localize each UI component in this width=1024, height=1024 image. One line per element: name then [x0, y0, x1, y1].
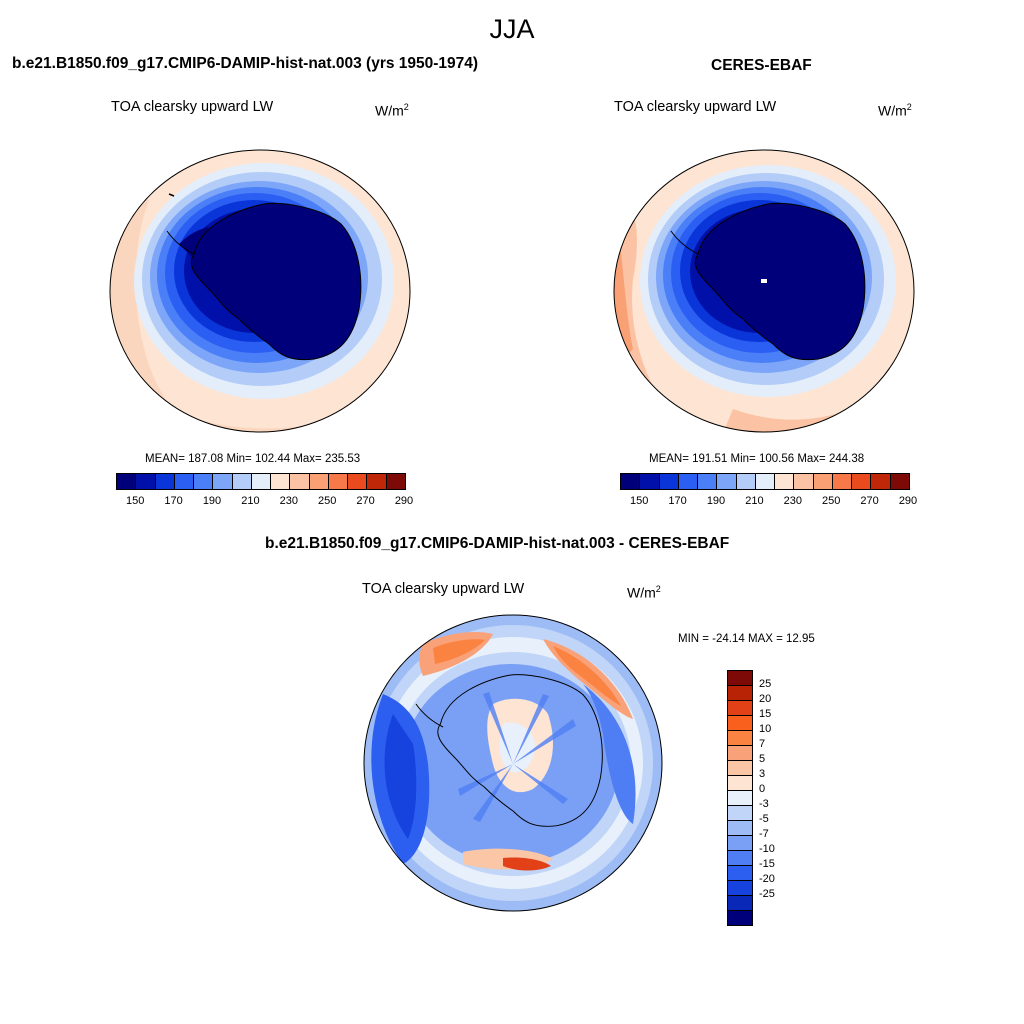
- colorbar-swatch: [728, 836, 752, 851]
- obs-stats: MEAN= 191.51 Min= 100.56 Max= 244.38: [649, 453, 865, 465]
- colorbar-tick-label: -3: [759, 798, 769, 810]
- colorbar-swatch: [717, 474, 737, 489]
- colorbar-swatch: [736, 474, 756, 489]
- colorbar-tick-label: -25: [759, 888, 775, 900]
- colorbar-swatch: [728, 731, 752, 746]
- colorbar-tick-label: 250: [318, 495, 337, 507]
- colorbar-swatch: [155, 474, 175, 489]
- colorbar-swatch: [728, 821, 752, 836]
- colorbar-tick-label: 290: [394, 495, 414, 507]
- colorbar-tick-label: 3: [759, 768, 766, 780]
- colorbar-swatch: [728, 701, 752, 716]
- colorbar-swatch: [728, 911, 752, 925]
- colorbar-tick-label: 210: [241, 495, 260, 507]
- colorbar-swatch: [309, 474, 329, 489]
- obs-polar-map: [613, 149, 915, 433]
- colorbar-tick-label: -7: [759, 828, 769, 840]
- model-case-title: b.e21.B1850.f09_g17.CMIP6-DAMIP-hist-nat…: [12, 55, 479, 72]
- colorbar-tick-label: 290: [898, 495, 918, 507]
- colorbar-swatch: [251, 474, 272, 489]
- colorbar-swatch: [832, 474, 853, 489]
- colorbar-tick-label: 150: [630, 495, 649, 507]
- colorbar-swatch: [728, 851, 752, 866]
- colorbar-swatch: [890, 474, 909, 489]
- colorbar-swatch: [813, 474, 833, 489]
- obs-colorbar: [620, 473, 910, 490]
- diff-variable-label: TOA clearsky upward LW: [362, 581, 525, 597]
- colorbar-tick-label: 170: [668, 495, 687, 507]
- colorbar-tick-label: 0: [759, 783, 766, 795]
- colorbar-swatch: [852, 474, 872, 489]
- diff-units: W/m2: [627, 584, 661, 601]
- colorbar-swatch: [367, 474, 387, 489]
- colorbar-swatch: [386, 474, 405, 489]
- diff-polar-map: [363, 614, 663, 912]
- colorbar-tick-label: 190: [706, 495, 726, 507]
- colorbar-swatch: [728, 686, 752, 701]
- colorbar-tick-label: 15: [759, 708, 772, 720]
- colorbar-tick-label: 20: [759, 693, 772, 705]
- colorbar-swatch: [290, 474, 310, 489]
- colorbar-swatch: [194, 474, 214, 489]
- colorbar-swatch: [678, 474, 699, 489]
- colorbar-tick-label: 190: [202, 495, 222, 507]
- diff-colorbar: [727, 670, 753, 926]
- colorbar-tick-label: 270: [356, 495, 375, 507]
- colorbar-swatch: [728, 716, 752, 731]
- colorbar-swatch: [271, 474, 291, 489]
- colorbar-swatch: [728, 746, 752, 761]
- diff-stats: MIN = -24.14 MAX = 12.95: [678, 633, 815, 645]
- colorbar-swatch: [640, 474, 660, 489]
- colorbar-swatch: [621, 474, 641, 489]
- obs-units: W/m2: [878, 102, 912, 119]
- colorbar-tick-label: 170: [164, 495, 183, 507]
- colorbar-swatch: [117, 474, 137, 489]
- colorbar-tick-label: -20: [759, 873, 775, 885]
- colorbar-swatch: [232, 474, 252, 489]
- colorbar-swatch: [328, 474, 349, 489]
- colorbar-tick-label: 230: [783, 495, 802, 507]
- colorbar-swatch: [728, 881, 752, 896]
- colorbar-swatch: [755, 474, 776, 489]
- diff-colorbar-ticks: 25 20 15 10 7 5 3 0 -3 -5 -7 -10 -15 -20 -25: [759, 670, 799, 910]
- colorbar-tick-label: -15: [759, 858, 775, 870]
- colorbar-tick-label: -5: [759, 813, 769, 825]
- colorbar-swatch: [698, 474, 718, 489]
- colorbar-swatch: [348, 474, 368, 489]
- colorbar-tick-label: 10: [759, 723, 772, 735]
- colorbar-swatch: [728, 866, 752, 881]
- model-stats: MEAN= 187.08 Min= 102.44 Max= 235.53: [145, 453, 361, 465]
- colorbar-swatch: [728, 806, 752, 821]
- colorbar-swatch: [775, 474, 795, 489]
- colorbar-tick-label: -10: [759, 843, 775, 855]
- colorbar-swatch: [728, 791, 752, 806]
- model-units: W/m2: [375, 102, 409, 119]
- colorbar-tick-label: 210: [745, 495, 764, 507]
- colorbar-swatch: [174, 474, 195, 489]
- model-variable-label: TOA clearsky upward LW: [111, 99, 274, 115]
- obs-variable-label: TOA clearsky upward LW: [614, 99, 777, 115]
- colorbar-swatch: [659, 474, 679, 489]
- obs-case-title: CERES-EBAF: [711, 57, 812, 74]
- colorbar-tick-label: 230: [279, 495, 298, 507]
- model-polar-map: [109, 149, 411, 433]
- colorbar-swatch: [136, 474, 156, 489]
- colorbar-tick-label: 150: [126, 495, 145, 507]
- colorbar-swatch: [213, 474, 233, 489]
- colorbar-swatch: [728, 671, 752, 686]
- colorbar-swatch: [871, 474, 891, 489]
- colorbar-swatch: [728, 776, 752, 791]
- colorbar-swatch: [728, 896, 752, 911]
- model-colorbar: [116, 473, 406, 490]
- colorbar-tick-label: 25: [759, 678, 772, 690]
- colorbar-tick-label: 270: [860, 495, 879, 507]
- colorbar-tick-label: 7: [759, 738, 766, 750]
- colorbar-tick-label: 250: [822, 495, 841, 507]
- colorbar-swatch: [728, 761, 752, 776]
- diff-case-title: b.e21.B1850.f09_g17.CMIP6-DAMIP-hist-nat…: [265, 535, 730, 552]
- season-title: JJA: [489, 14, 535, 44]
- colorbar-swatch: [794, 474, 814, 489]
- colorbar-tick-label: 5: [759, 753, 766, 765]
